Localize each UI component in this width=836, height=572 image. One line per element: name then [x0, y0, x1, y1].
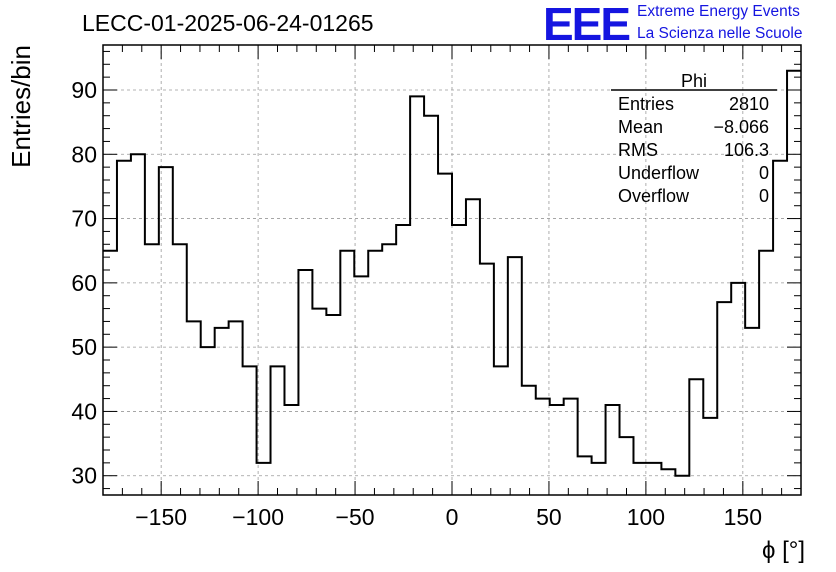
histogram-bin [312, 309, 326, 495]
histogram-bin [354, 276, 368, 495]
histogram-bin [159, 167, 173, 495]
stats-title: Phi [681, 71, 707, 91]
chart-title: LECC-01-2025-06-24-01265 [82, 10, 374, 36]
y-tick-label: 90 [71, 77, 97, 103]
histogram-bin [117, 161, 131, 495]
stats-label: Underflow [618, 163, 700, 183]
x-tick-label: 100 [627, 504, 665, 530]
x-tick-label: 50 [536, 504, 562, 530]
stats-label: RMS [618, 140, 658, 160]
y-tick-labels: 30 40 50 60 70 80 90 [71, 77, 97, 489]
stats-value: −8.066 [713, 117, 769, 137]
histogram-bin [368, 251, 382, 495]
histogram-bin [564, 399, 578, 495]
x-tick-label: −150 [135, 504, 187, 530]
y-axis-label: Entries/bin [6, 45, 36, 168]
logo-line-1: Extreme Energy Events [637, 3, 800, 20]
stats-box: Phi Entries 2810 Mean −8.066 RMS 106.3 Underfl… [611, 71, 777, 206]
histogram-bin [717, 302, 731, 495]
histogram-bin [243, 366, 257, 495]
axis-ticks [102, 45, 802, 495]
stats-label: Entries [618, 94, 674, 114]
grid-lines [103, 45, 801, 495]
histogram-bin [298, 270, 312, 495]
histogram-step-line [103, 69, 801, 477]
histogram-bin [620, 437, 634, 495]
x-tick-labels: −150 −100 −50 0 50 100 150 [135, 504, 762, 530]
histogram-bin [773, 161, 787, 495]
histogram-series [103, 69, 801, 495]
histogram-bin [480, 264, 494, 495]
histogram-bin [689, 379, 703, 495]
x-tick-label: 0 [446, 504, 459, 530]
histogram-bin [340, 251, 354, 495]
histogram-bin [382, 244, 396, 495]
histogram-bin [661, 469, 675, 495]
logo-mark: EEE [543, 0, 631, 50]
histogram-bin [508, 257, 522, 495]
y-tick-label: 50 [71, 334, 97, 360]
histogram-bin [145, 244, 159, 495]
logo-line-2: La Scienza nelle Scuole [637, 25, 803, 42]
y-tick-label: 70 [71, 206, 97, 232]
histogram-bin [410, 96, 424, 495]
histogram-bin [494, 366, 508, 495]
histogram-bin [522, 386, 536, 495]
histogram-bin [452, 225, 466, 495]
x-tick-label: −50 [336, 504, 375, 530]
histogram-bin [424, 116, 438, 495]
histogram-bin [759, 251, 773, 495]
histogram-bin [284, 405, 298, 495]
histogram-bin [326, 315, 340, 495]
y-tick-label: 60 [71, 270, 97, 296]
y-tick-label: 80 [71, 141, 97, 167]
x-tick-label: 150 [724, 504, 762, 530]
histogram-bin [647, 463, 661, 495]
histogram-bin [675, 476, 689, 495]
histogram-bin [703, 418, 717, 495]
y-tick-label: 30 [71, 463, 97, 489]
histogram-bin [550, 405, 564, 495]
histogram-bin [606, 405, 620, 495]
stats-label: Mean [618, 117, 663, 137]
histogram-bin [173, 244, 187, 495]
histogram-bin [215, 328, 229, 495]
histogram-bin [131, 154, 145, 495]
stats-label: Overflow [618, 186, 690, 206]
stats-value: 0 [759, 186, 769, 206]
histogram-bin [536, 399, 550, 495]
histogram-bin [201, 347, 215, 495]
histogram-bin [466, 199, 480, 495]
histogram-bin [592, 463, 606, 495]
stats-value: 106.3 [724, 140, 769, 160]
stats-value: 0 [759, 163, 769, 183]
histogram-bin [633, 463, 647, 495]
stats-value: 2810 [729, 94, 769, 114]
x-tick-label: −100 [232, 504, 284, 530]
histogram-bin [257, 463, 271, 495]
histogram-bin [229, 321, 243, 495]
histogram-bin [745, 328, 759, 495]
y-tick-label: 40 [71, 398, 97, 424]
histogram-bin [438, 174, 452, 495]
histogram-bin [271, 366, 285, 495]
x-axis-label: ϕ [°] [762, 537, 805, 564]
histogram-bin [187, 321, 201, 495]
histogram-bin [396, 225, 410, 495]
histogram-bin [731, 283, 745, 495]
histogram-bin [578, 456, 592, 495]
